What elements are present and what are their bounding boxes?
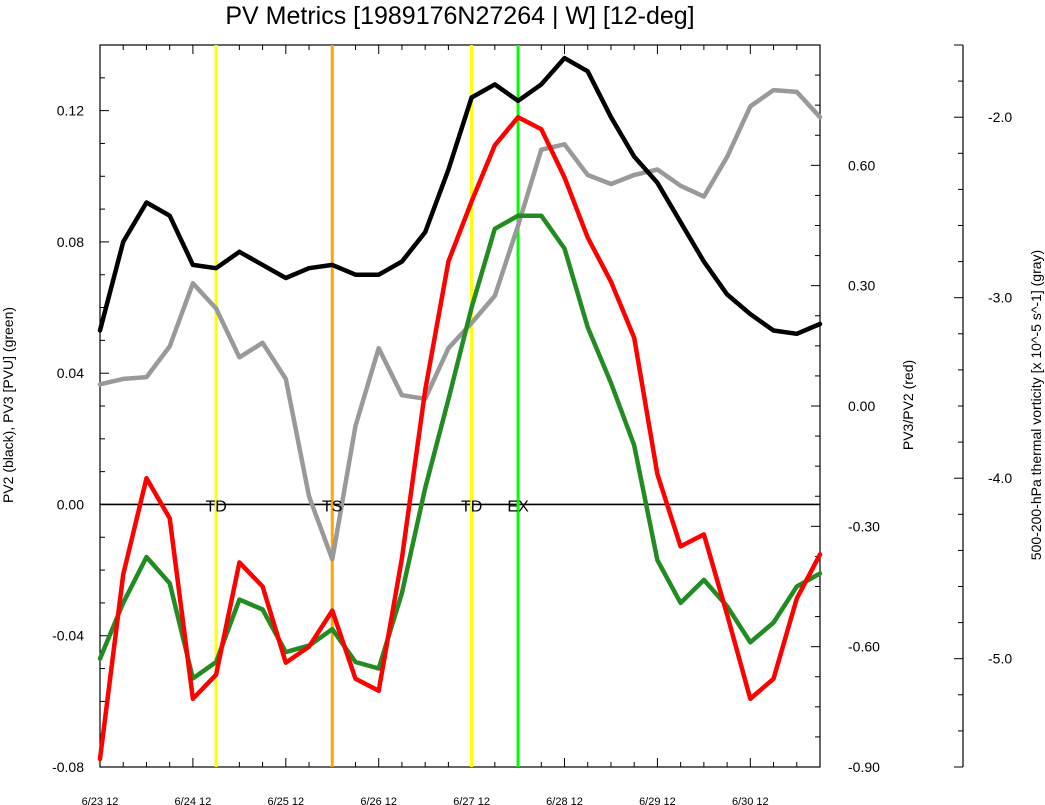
y-axis-left-title: PV2 (black), PV3 [PVU] (green): [0, 307, 16, 503]
y-axis-far-right-title: 500-200-hPa thermal vorticity [x 10^-5 s…: [1028, 250, 1044, 560]
series-line-ratio: [97, 114, 823, 762]
event-label: TS: [322, 498, 342, 515]
x-tick-label: 6/27 12: [453, 796, 490, 805]
y-left-tick-label: 0.04: [57, 365, 84, 381]
y-left-tick-label: -0.08: [52, 759, 84, 775]
chart-title: PV Metrics [1989176N27264 | W] [12-deg]: [225, 2, 694, 30]
y-right-tick-label: -0.60: [848, 639, 880, 655]
series-line-thermal_vorticity: [97, 87, 823, 562]
x-tick-label: 6/30 12: [732, 796, 769, 805]
y-left-tick-label: 0.12: [57, 103, 84, 119]
x-tick-label: 6/23 12: [82, 796, 119, 805]
y-far-right-tick-label: -2.0: [988, 109, 1012, 125]
y-right-tick-label: 0.60: [848, 157, 875, 173]
plot-area: 6/23 12 6/24 12 6/25 12 6/26 12 6/27 12 6/28 …: [52, 44, 1012, 805]
series-line-pv3: [97, 213, 823, 681]
y-left-tick-label: 0.08: [57, 234, 84, 250]
y-far-right-tick-label: -5.0: [988, 651, 1012, 667]
x-tick-label: 6/26 12: [360, 796, 397, 805]
series-line-pv2: [97, 55, 823, 337]
x-tick-label: 6/24 12: [175, 796, 212, 805]
plot-frame: [99, 44, 821, 768]
x-tick-label: 6/29 12: [639, 796, 676, 805]
y-right-tick-label: 0.00: [848, 398, 875, 414]
y-far-right-tick-label: -4.0: [988, 470, 1012, 486]
y-left-tick-label: 0.00: [57, 496, 84, 512]
y-axis-right-title: PV3/PV2 (red): [900, 360, 916, 450]
y-right-tick-label: 0.30: [848, 278, 875, 294]
y-far-right-tick-label: -3.0: [988, 290, 1012, 306]
y-left-tick-label: -0.04: [52, 628, 84, 644]
y-right-tick-label: -0.90: [848, 759, 880, 775]
y-right-tick-label: -0.30: [848, 518, 880, 534]
event-label: EX: [507, 498, 529, 515]
x-tick-label: 6/28 12: [546, 796, 583, 805]
event-label: TD: [205, 498, 226, 515]
event-label: TD: [461, 498, 482, 515]
x-tick-label: 6/25 12: [267, 796, 304, 805]
